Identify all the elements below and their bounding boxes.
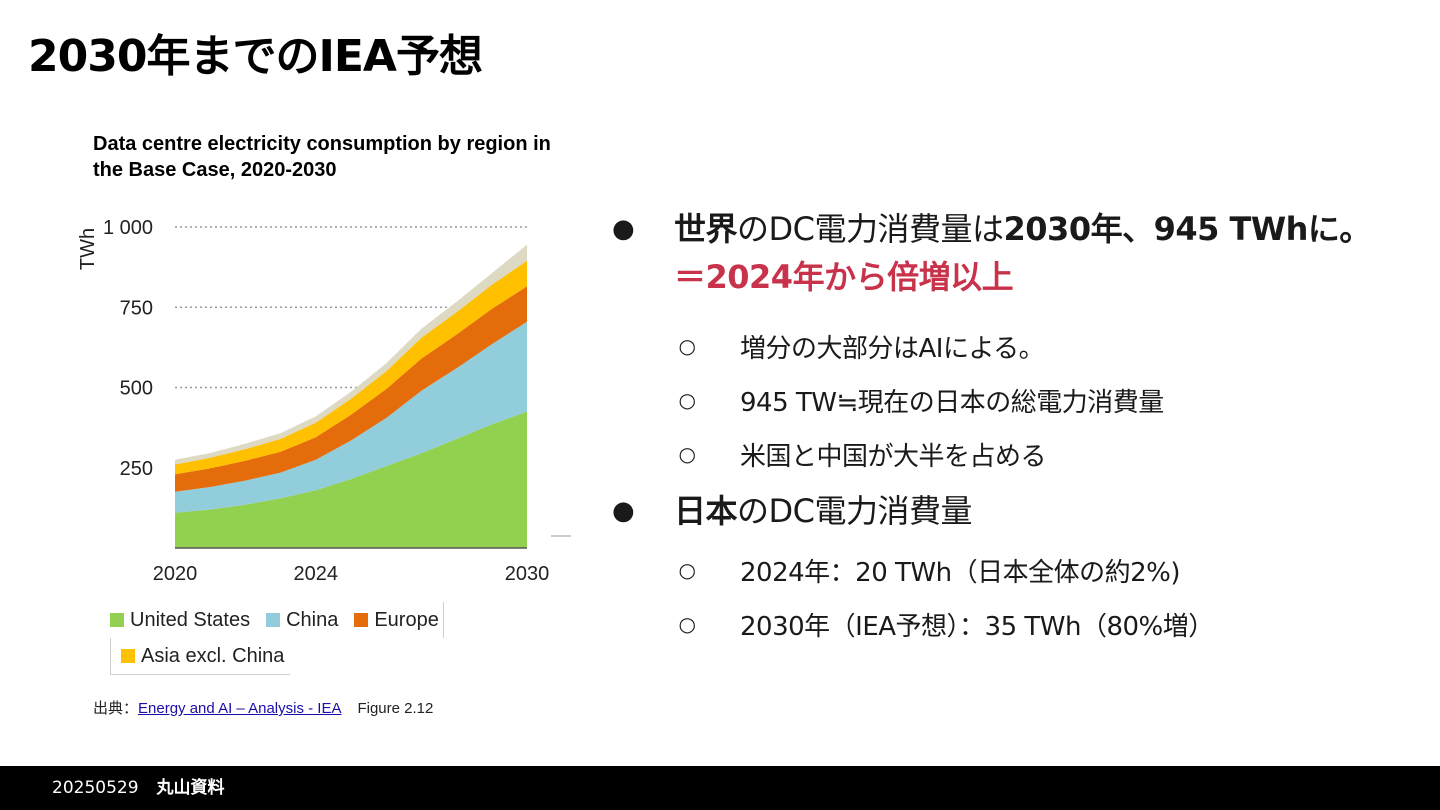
area-series-2 xyxy=(175,286,527,492)
chart-title: Data centre electricity consumption by r… xyxy=(93,133,551,181)
source-citation: 出典：Energy and AI – Analysis - IEA Figure … xyxy=(93,697,433,718)
sub-bullet: ○ 米国と中国が大半を占める xyxy=(608,427,1428,481)
bullet-world: ● 世界のDC電力消費量は2030年、945 TWhに。 ＝2024年から倍増以上 xyxy=(608,205,1428,301)
legend-item-china: China xyxy=(266,609,338,632)
legend-item-asia-excl-china: Asia excl. China xyxy=(121,645,284,668)
y-axis-label: TWh xyxy=(77,228,99,270)
y-tick-label: 750 xyxy=(120,297,153,319)
bullet-text: 日本のDC電力消費量 xyxy=(674,487,973,535)
stacked-area-chart: 1 000 750 500 250 2020 2024 2030 TWh xyxy=(77,217,571,585)
chart-legend: United States China Europe Asia excl. Ch… xyxy=(110,602,444,675)
slide-title: 2030年までのIEA予想 xyxy=(28,31,483,82)
sub-bullet-text: 2024年：20 TWh（日本全体の約2%) xyxy=(740,557,1180,588)
legend-swatch-europe xyxy=(354,613,369,627)
footer-bar: 20250529 丸山資料 xyxy=(0,766,1440,810)
footer-author: 丸山資料 xyxy=(156,778,225,798)
area-series-0 xyxy=(175,411,527,548)
legend-swatch-united-states xyxy=(110,613,124,627)
legend-swatch-china xyxy=(266,613,281,627)
circle-bullet-icon: ○ xyxy=(678,558,696,582)
legend-label: China xyxy=(286,608,339,631)
bullet-bold: 2030年、945 TWhに。 xyxy=(1003,210,1372,248)
legend-item-united-states: United States xyxy=(110,609,250,632)
bullet-bold: 世界 xyxy=(674,210,738,248)
bullet-dot-icon: ● xyxy=(612,214,635,244)
source-figure: Figure 2.12 xyxy=(357,700,434,717)
legend-swatch-asia xyxy=(121,649,135,663)
sub-bullet-text: 2030年（IEA予想）：35 TWh（80%増） xyxy=(740,611,1214,642)
y-tick-label: 500 xyxy=(120,378,153,400)
sub-bullet: ○ 945 TW≒現在の日本の総電力消費量 xyxy=(608,373,1428,427)
bullet-normal: のDC電力消費量は xyxy=(737,210,1004,248)
sub-bullet-text: 945 TW≒現在の日本の総電力消費量 xyxy=(740,387,1164,418)
bullet-japan: ● 日本のDC電力消費量 xyxy=(608,487,1428,535)
sub-bullet-text: 増分の大部分はAIによる。 xyxy=(740,333,1045,364)
legend-row-1: United States China Europe xyxy=(110,602,444,638)
sub-bullet: ○ 2030年（IEA予想）：35 TWh（80%増） xyxy=(608,597,1428,651)
area-series-1 xyxy=(175,321,527,513)
bullet-bold: 日本 xyxy=(674,492,738,530)
x-tick-label: 2020 xyxy=(153,563,198,585)
sub-bullet: ○ 増分の大部分はAIによる。 xyxy=(608,319,1428,373)
legend-row-2: Asia excl. China xyxy=(110,638,291,675)
circle-bullet-icon: ○ xyxy=(678,442,696,466)
circle-bullet-icon: ○ xyxy=(678,334,696,358)
bullet-text: 世界のDC電力消費量は2030年、945 TWhに。 ＝2024年から倍増以上 xyxy=(674,205,1371,301)
y-tick-label: 250 xyxy=(120,458,153,480)
x-tick-label: 2024 xyxy=(294,563,339,585)
circle-bullet-icon: ○ xyxy=(678,612,696,636)
y-tick-label: 1 000 xyxy=(103,217,153,239)
legend-label: Asia excl. China xyxy=(141,644,285,667)
footer-date: 20250529 xyxy=(52,778,139,798)
source-prefix: 出典： xyxy=(93,700,139,717)
legend-label: Europe xyxy=(374,608,439,631)
sub-bullet-text: 米国と中国が大半を占める xyxy=(740,441,1047,472)
bullet-dot-icon: ● xyxy=(612,496,635,526)
bullet-normal: のDC電力消費量 xyxy=(737,492,973,530)
bullet-highlight: ＝2024年から倍増以上 xyxy=(674,258,1014,296)
legend-item-europe: Europe xyxy=(354,609,439,632)
legend-label: United States xyxy=(130,608,251,631)
sub-bullet: ○ 2024年：20 TWh（日本全体の約2%) xyxy=(608,543,1428,597)
x-tick-label: 2030 xyxy=(505,563,550,585)
source-link[interactable]: Energy and AI – Analysis - IEA xyxy=(138,700,342,717)
bullet-list: ● 世界のDC電力消費量は2030年、945 TWhに。 ＝2024年から倍増以上… xyxy=(608,205,1428,651)
circle-bullet-icon: ○ xyxy=(678,388,696,412)
